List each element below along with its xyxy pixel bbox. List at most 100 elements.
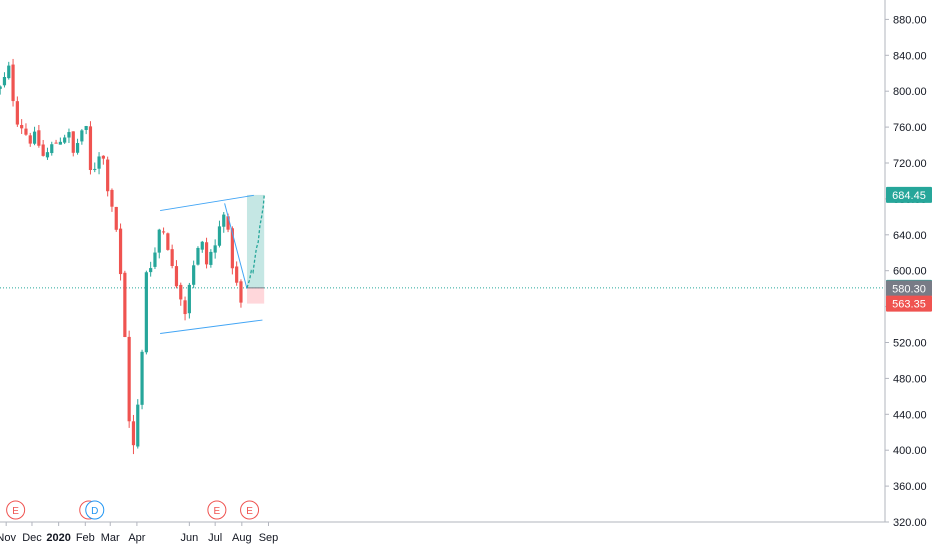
candle-body xyxy=(209,251,213,265)
y-tick-label: 880.00 xyxy=(893,14,927,26)
y-tick-label: 360.00 xyxy=(893,481,927,493)
candle-body xyxy=(200,241,204,250)
channel-lower-line[interactable] xyxy=(160,319,263,335)
candle-body xyxy=(101,155,105,159)
candle-body xyxy=(80,130,84,142)
candle-body xyxy=(174,266,179,287)
candle-body xyxy=(131,421,136,446)
candle-body xyxy=(50,144,54,154)
price-label: 563.35 xyxy=(892,299,926,311)
candle-body xyxy=(67,132,71,138)
candle-body xyxy=(217,226,222,246)
candle-body xyxy=(192,265,196,285)
event-markers: EEDEE xyxy=(6,500,260,520)
candle-body xyxy=(75,143,80,153)
candle-body xyxy=(161,231,166,233)
candle-body xyxy=(11,64,15,102)
event-marker-e-icon[interactable] xyxy=(6,500,26,520)
y-tick-label: 520.00 xyxy=(893,338,927,350)
channel-upper-line[interactable] xyxy=(160,194,254,212)
x-tick-label: Mar xyxy=(101,532,120,544)
drawing-overlays xyxy=(246,194,265,304)
candle-body xyxy=(179,284,183,300)
candle-body xyxy=(97,156,101,169)
y-tick-label: 720.00 xyxy=(893,158,927,170)
candle-body xyxy=(213,245,217,253)
price-label: 580.30 xyxy=(892,283,926,295)
candles-layer xyxy=(0,58,243,455)
candle-body xyxy=(0,86,2,89)
candle-body xyxy=(88,126,93,171)
candle-body xyxy=(32,131,37,144)
event-marker-e-icon[interactable] xyxy=(240,500,260,520)
y-tick-label: 760.00 xyxy=(893,122,927,134)
candle-body xyxy=(20,125,24,129)
y-tick-label: 320.00 xyxy=(893,517,927,529)
candle-body xyxy=(153,252,157,267)
candle-body xyxy=(157,229,161,253)
x-tick-label: Jun xyxy=(180,532,198,544)
x-tick-label: Sep xyxy=(259,532,279,544)
candle-body xyxy=(239,281,243,303)
price-label-box xyxy=(886,186,932,203)
event-letter: E xyxy=(214,506,221,517)
candle-body xyxy=(84,126,88,130)
candle-body xyxy=(114,206,118,230)
price-axis: 320.00360.00400.00440.00480.00520.00560.… xyxy=(884,0,932,529)
y-tick-label: 440.00 xyxy=(893,409,927,421)
x-tick-label: Jul xyxy=(208,532,222,544)
candle-body xyxy=(118,228,123,275)
y-tick-label: 400.00 xyxy=(893,445,927,457)
candle-body xyxy=(28,135,32,144)
candle-body xyxy=(136,404,140,447)
event-letter: E xyxy=(12,506,19,517)
y-tick-label: 640.00 xyxy=(893,230,927,242)
projection-path[interactable] xyxy=(246,195,265,288)
candle-body xyxy=(41,144,45,156)
y-tick-label: 800.00 xyxy=(893,86,927,98)
x-tick-label: Apr xyxy=(128,532,145,544)
x-tick-label: Aug xyxy=(232,532,252,544)
candle-body xyxy=(204,242,209,265)
trendline[interactable] xyxy=(224,203,248,289)
y-tick-label: 480.00 xyxy=(893,373,927,385)
event-marker-d-icon[interactable] xyxy=(85,500,105,520)
event-letter: D xyxy=(91,506,98,517)
candle-body xyxy=(144,272,148,353)
event-letter: E xyxy=(246,506,253,517)
candle-body xyxy=(183,300,187,315)
target-zone[interactable] xyxy=(246,194,265,288)
candle-body xyxy=(170,249,174,266)
event-marker-e-icon[interactable] xyxy=(207,500,227,520)
stop-zone[interactable] xyxy=(246,287,265,304)
candle-body xyxy=(71,131,75,153)
candle-body xyxy=(196,247,200,265)
x-tick-label: 2020 xyxy=(46,532,70,544)
candle-body xyxy=(7,65,11,79)
candle-body xyxy=(54,142,58,144)
price-label: 684.45 xyxy=(892,190,926,202)
price-label-box xyxy=(886,280,932,297)
candle-body xyxy=(187,284,191,314)
time-axis: Nov Dec 2020 Feb Mar Apr Jun Jul Aug Sep xyxy=(0,521,885,544)
candle-body xyxy=(2,77,7,86)
y-tick-label: 840.00 xyxy=(893,50,927,62)
candle-body xyxy=(93,168,97,170)
candle-body xyxy=(123,272,127,338)
y-tick-label: 600.00 xyxy=(893,266,927,278)
candle-body xyxy=(230,228,234,269)
candle-body xyxy=(37,130,41,146)
candle-body xyxy=(127,336,131,422)
price-label-box xyxy=(886,295,932,312)
candle-body xyxy=(222,214,226,227)
x-tick-label: Feb xyxy=(76,532,95,544)
candle-body xyxy=(140,351,144,405)
candle-body xyxy=(106,159,110,192)
candle-body xyxy=(45,152,50,158)
drawing-lines xyxy=(160,194,265,335)
candle-body xyxy=(166,233,170,250)
x-tick-label: Dec xyxy=(22,532,42,544)
x-tick-label: Nov xyxy=(0,532,16,544)
